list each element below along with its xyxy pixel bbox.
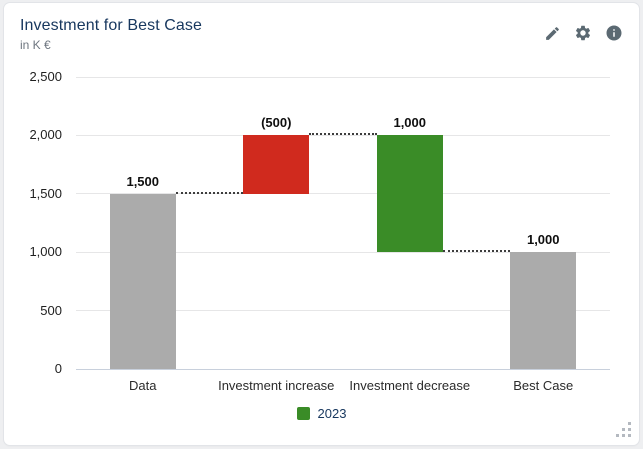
chart-widget-card: Investment for Best Case in K € 0 500 1,00… — [4, 3, 639, 445]
waterfall-chart: 0 500 1,000 1,500 2,000 2,500 1,500 Data (500) In… — [4, 3, 639, 445]
legend-color-swatch — [296, 407, 310, 420]
y-axis-tick-label: 2,500 — [29, 69, 62, 84]
y-gridline — [76, 76, 610, 78]
waterfall-bar-data[interactable] — [109, 193, 176, 369]
x-axis-category-label: Data — [129, 378, 157, 393]
chart-title: Investment for Best Case — [20, 17, 203, 34]
bar-value-label: 1,000 — [393, 115, 427, 131]
edit-pencil-icon[interactable] — [543, 24, 561, 42]
chart-legend-item[interactable]: 2023 — [4, 406, 639, 421]
waterfall-connector — [442, 250, 511, 253]
y-gridline — [76, 193, 610, 195]
legend-label: 2023 — [317, 406, 347, 421]
y-axis-tick-label: 1,500 — [29, 185, 62, 201]
y-gridline — [76, 134, 610, 136]
waterfall-bar-best-case[interactable] — [510, 252, 577, 369]
y-gridline — [76, 310, 610, 312]
resize-handle[interactable] — [616, 422, 632, 438]
y-gridline — [76, 251, 610, 253]
x-axis-category-label: Best Case — [513, 378, 574, 393]
settings-gear-icon[interactable] — [574, 24, 592, 42]
info-circle-icon[interactable] — [605, 24, 623, 42]
y-axis-tick-label: 0 — [54, 361, 62, 376]
y-axis-tick-label: 2,000 — [29, 127, 62, 143]
chart-subtitle: in K € — [20, 38, 51, 52]
bar-value-label: 1,000 — [526, 232, 560, 248]
y-axis-tick-label: 500 — [40, 302, 62, 318]
waterfall-connector — [309, 133, 377, 136]
y-axis-tick-label: 1,000 — [29, 244, 62, 260]
waterfall-bar-investment-decrease[interactable] — [376, 135, 443, 253]
x-axis-category-label: Investment decrease — [349, 378, 471, 393]
waterfall-connector — [175, 191, 244, 194]
bar-value-label: 1,500 — [126, 173, 160, 189]
widget-toolbar — [543, 24, 623, 42]
waterfall-bar-investment-increase[interactable] — [243, 135, 310, 194]
widget-header: Investment for Best Case in K € — [20, 16, 202, 53]
bar-value-label: (500) — [261, 115, 292, 131]
x-axis-baseline — [76, 368, 610, 370]
x-axis-category-label: Investment increase — [218, 378, 335, 393]
